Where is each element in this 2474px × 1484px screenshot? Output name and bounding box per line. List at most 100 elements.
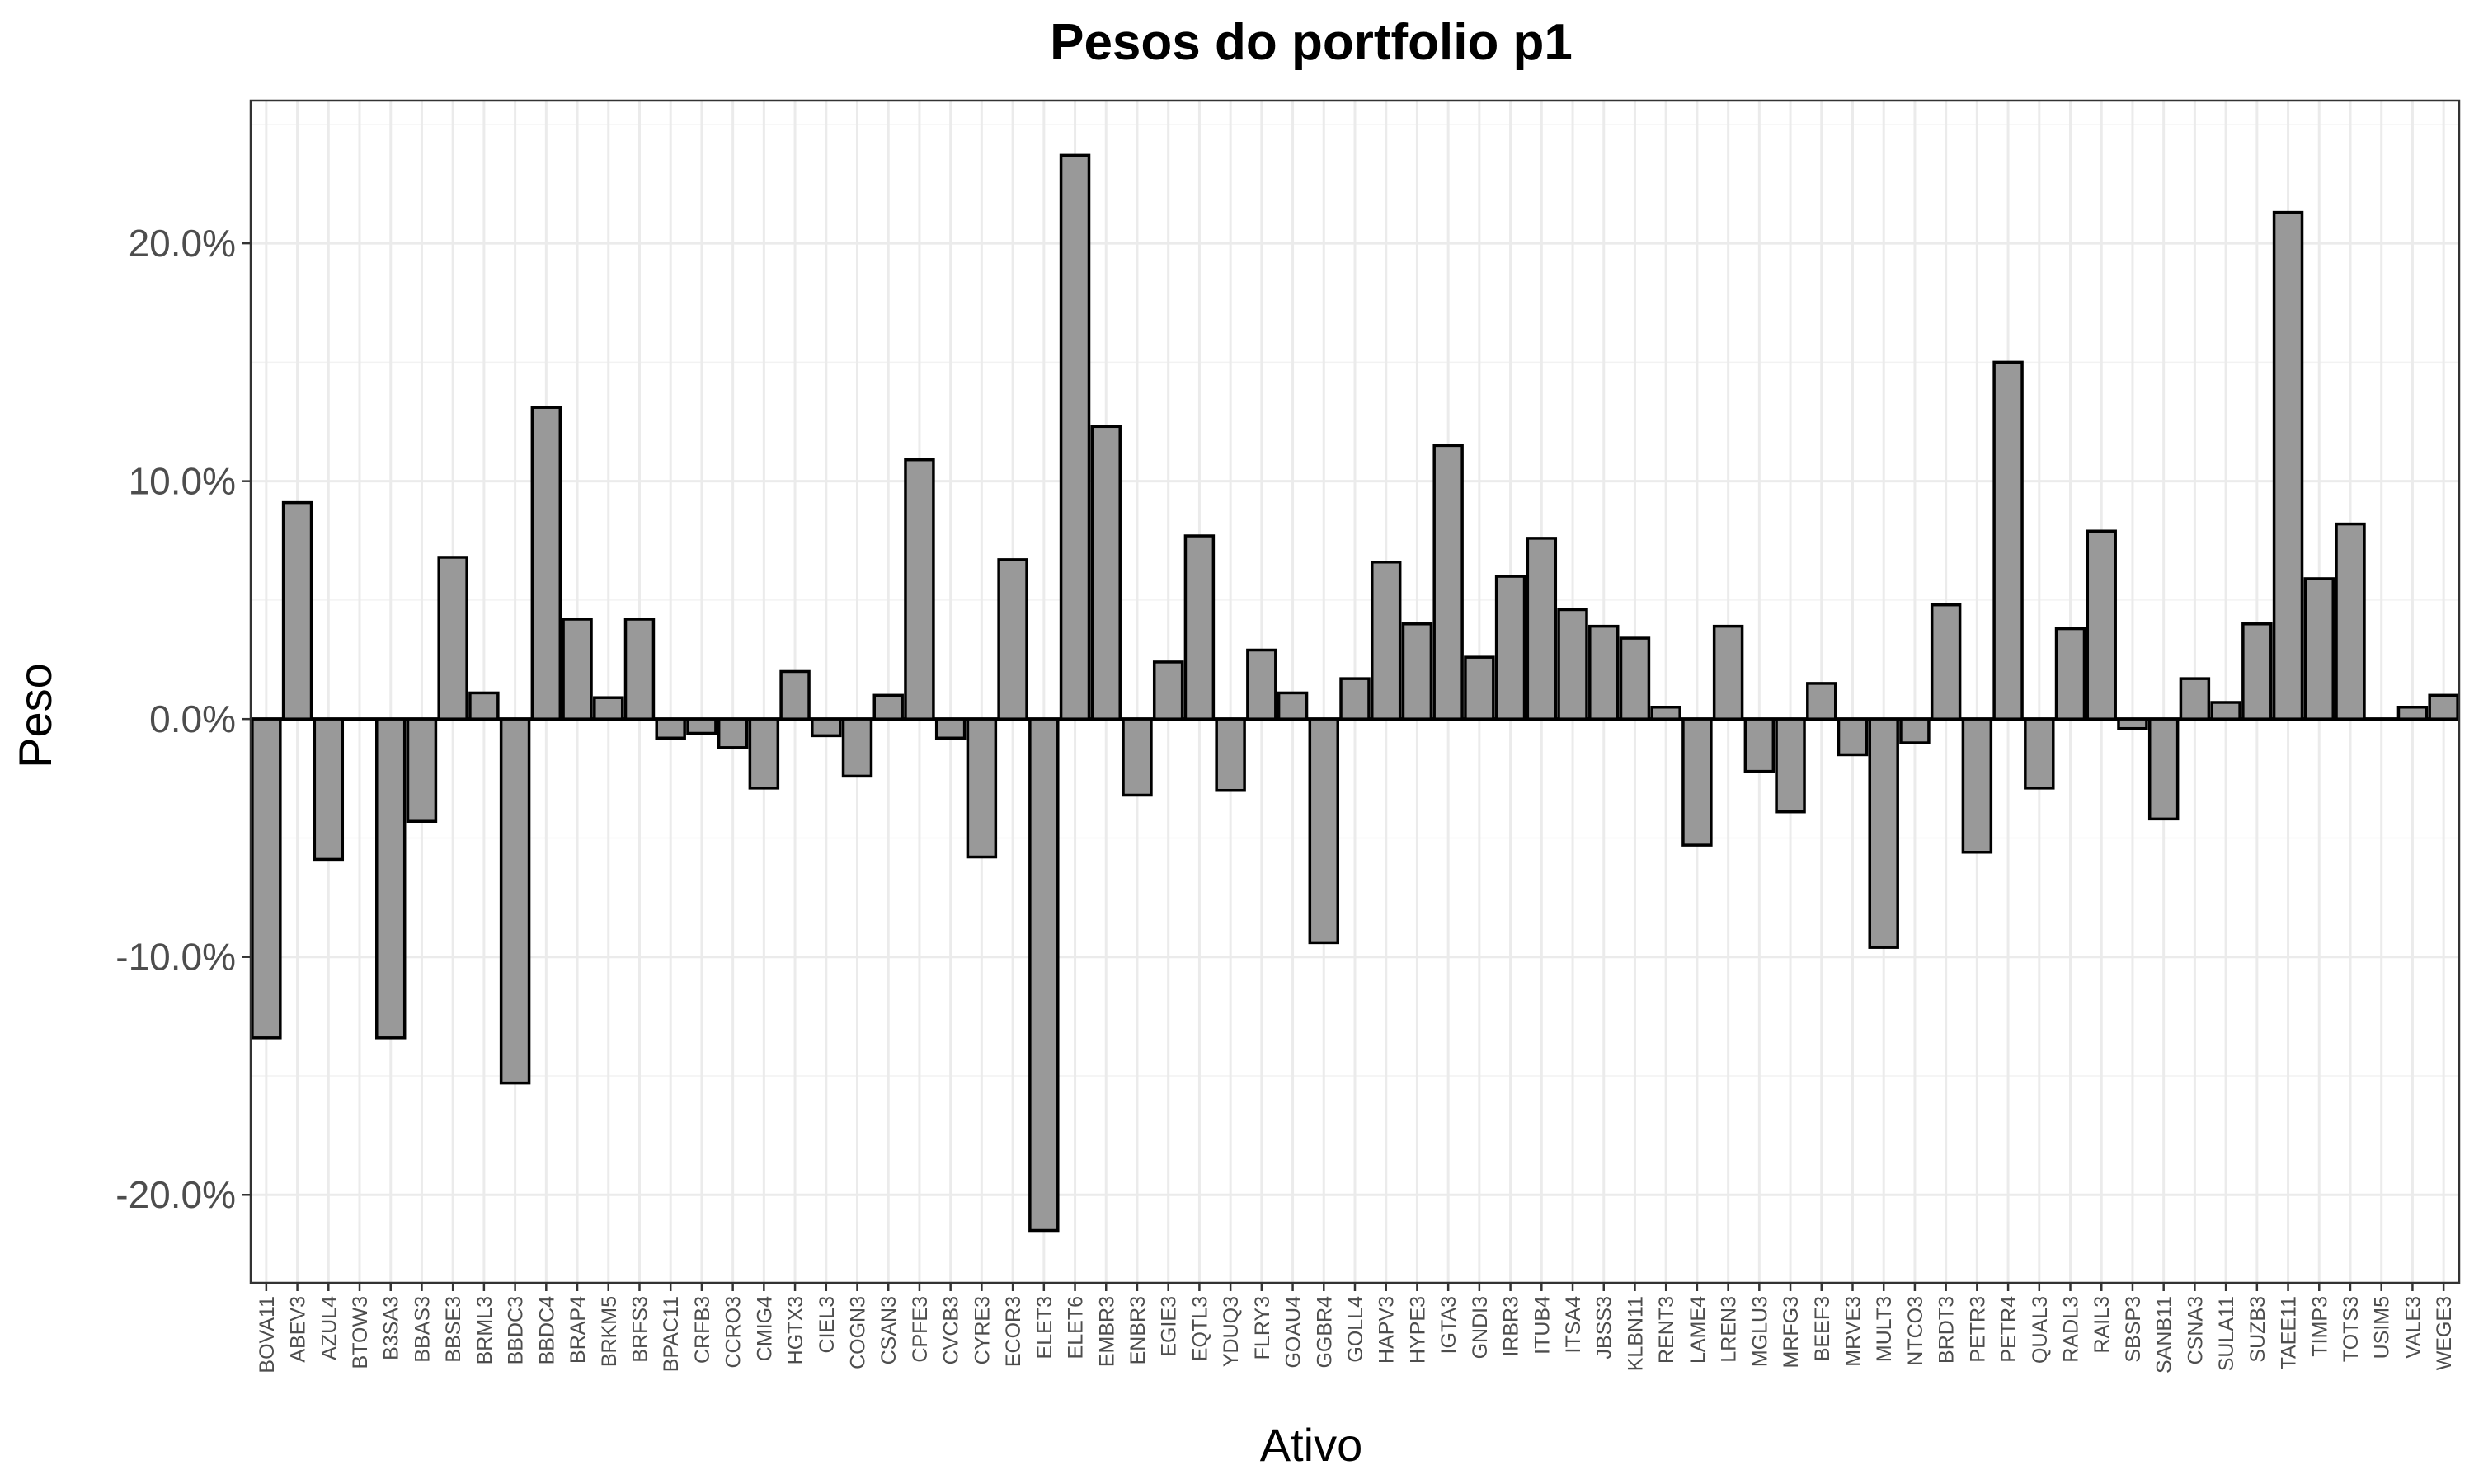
x-tick-label: HGTX3 <box>784 1296 807 1364</box>
x-tick-label: CYRE3 <box>971 1296 994 1364</box>
x-tick-label: BBDC3 <box>505 1296 528 1364</box>
bar-itub4 <box>1526 537 1558 721</box>
bar-klbn11 <box>1619 636 1651 721</box>
bar-beef3 <box>1806 682 1837 721</box>
bar-bova11 <box>251 717 282 1040</box>
bar-tots3 <box>2335 522 2366 721</box>
bar-elet6 <box>1059 153 1091 721</box>
bar-brfs3 <box>623 618 656 721</box>
x-tick-label: BRML3 <box>473 1296 496 1364</box>
x-tick-label: ITSA4 <box>1562 1296 1585 1354</box>
x-tick-label: BRFS3 <box>628 1296 651 1363</box>
x-tick-label: USIM5 <box>2371 1296 2394 1359</box>
bar-bpac11 <box>655 717 686 740</box>
bar-rent3 <box>1650 706 1681 721</box>
bar-bbas3 <box>406 717 438 823</box>
bar-crfb3 <box>686 717 717 735</box>
bar-enbr3 <box>1122 717 1153 797</box>
bar-flry3 <box>1246 648 1277 721</box>
bar-petr3 <box>1961 717 1993 854</box>
x-tick-label: NTCO3 <box>1904 1296 1927 1366</box>
x-tick-label: HAPV3 <box>1376 1296 1399 1364</box>
x-tick-label: GOLL4 <box>1344 1296 1367 1363</box>
y-tick-label: -20.0% <box>115 1173 236 1216</box>
x-tick-label: CRFB3 <box>691 1296 714 1364</box>
bar-b3sa3 <box>375 717 407 1040</box>
bar-mrfg3 <box>1775 717 1806 814</box>
x-tick-label: AZUL4 <box>317 1296 341 1360</box>
bar-hapv3 <box>1370 561 1402 721</box>
bar-brdt3 <box>1930 603 1962 721</box>
x-tick-label: B3SA3 <box>380 1296 403 1360</box>
bar-timp3 <box>2303 577 2335 721</box>
y-tick-label: -10.0% <box>115 936 236 979</box>
x-tick-label: TOTS3 <box>2340 1296 2363 1362</box>
x-tick-label: EMBR3 <box>1095 1296 1118 1367</box>
bar-lren3 <box>1712 624 1744 721</box>
bar-mrve3 <box>1837 717 1869 757</box>
bar-ciel3 <box>811 717 842 738</box>
x-tick-label: GGBR4 <box>1313 1296 1336 1369</box>
bar-wege3 <box>2428 693 2459 721</box>
x-tick-label: MRFG3 <box>1780 1296 1803 1369</box>
bar-mult3 <box>1868 717 1899 949</box>
bar-suzb3 <box>2241 622 2273 721</box>
x-tick-label: COGN3 <box>847 1296 870 1369</box>
bar-sbsp3 <box>2117 717 2148 730</box>
x-tick-label: CIEL3 <box>816 1296 839 1353</box>
bar-taee11 <box>2272 210 2304 721</box>
x-tick-label: BTOW3 <box>349 1296 372 1369</box>
x-axis-title: Ativo <box>1260 1419 1363 1471</box>
bar-brml3 <box>468 691 500 721</box>
x-tick-label: QUAL3 <box>2029 1296 2052 1364</box>
x-tick-label: JBSS3 <box>1593 1296 1616 1359</box>
x-tick-label: ECOR3 <box>1002 1296 1025 1367</box>
bar-rail3 <box>2086 529 2117 721</box>
bar-itsa4 <box>1557 608 1588 721</box>
bar-embr3 <box>1090 425 1122 721</box>
bar-brap4 <box>562 618 593 721</box>
x-tick-label: PETR3 <box>1966 1296 1989 1363</box>
x-tick-label: YDUQ3 <box>1220 1296 1243 1367</box>
bar-lame4 <box>1681 717 1713 847</box>
x-tick-label: BRDT3 <box>1935 1296 1959 1364</box>
y-axis-title: Peso <box>9 663 61 768</box>
x-tick-label: LAME4 <box>1686 1296 1710 1364</box>
bar-abev3 <box>281 500 313 721</box>
bar-ccro3 <box>717 717 749 749</box>
x-tick-label: SBSP3 <box>2122 1296 2145 1363</box>
bar-hgtx3 <box>779 669 811 721</box>
bar-ntco3 <box>1899 717 1931 744</box>
x-tick-label: BEEF3 <box>1811 1296 1834 1361</box>
bar-mglu3 <box>1743 717 1776 773</box>
x-tick-label: FLRY3 <box>1251 1296 1274 1360</box>
bar-sula11 <box>2210 701 2241 721</box>
x-tick-label: LREN3 <box>1718 1296 1741 1363</box>
x-tick-label: IGTA3 <box>1437 1296 1460 1354</box>
x-tick-label: BRAP4 <box>567 1296 590 1364</box>
bar-gndi3 <box>1464 655 1495 721</box>
x-tick-label: MGLU3 <box>1748 1296 1771 1367</box>
x-tick-label: BOVA11 <box>256 1296 279 1374</box>
bar-elet3 <box>1028 717 1060 1233</box>
x-tick-label: RAIL3 <box>2091 1296 2114 1353</box>
x-tick-label: BPAC11 <box>660 1296 683 1372</box>
x-tick-label: SUZB3 <box>2246 1296 2269 1363</box>
bar-cmig4 <box>748 717 780 790</box>
bar-eqtl3 <box>1183 534 1216 721</box>
bar-qual3 <box>2024 717 2055 790</box>
bar-azul4 <box>313 717 345 862</box>
x-tick-label: KLBN11 <box>1624 1296 1647 1371</box>
x-tick-label: MULT3 <box>1873 1296 1896 1362</box>
x-tick-label: ITUB4 <box>1531 1296 1554 1355</box>
x-tick-label: EQTL3 <box>1188 1296 1211 1361</box>
x-tick-label: VALE3 <box>2401 1296 2425 1359</box>
y-tick-label: 10.0% <box>129 460 236 503</box>
x-tick-label: CPFE3 <box>909 1296 932 1363</box>
bar-cogn3 <box>841 717 873 778</box>
x-tick-label: CMIG4 <box>753 1296 776 1361</box>
bar-jbss3 <box>1588 624 1620 721</box>
bar-radl3 <box>2054 627 2086 721</box>
x-tick-label: CVCB3 <box>940 1296 963 1364</box>
bar-csna3 <box>2179 677 2211 721</box>
